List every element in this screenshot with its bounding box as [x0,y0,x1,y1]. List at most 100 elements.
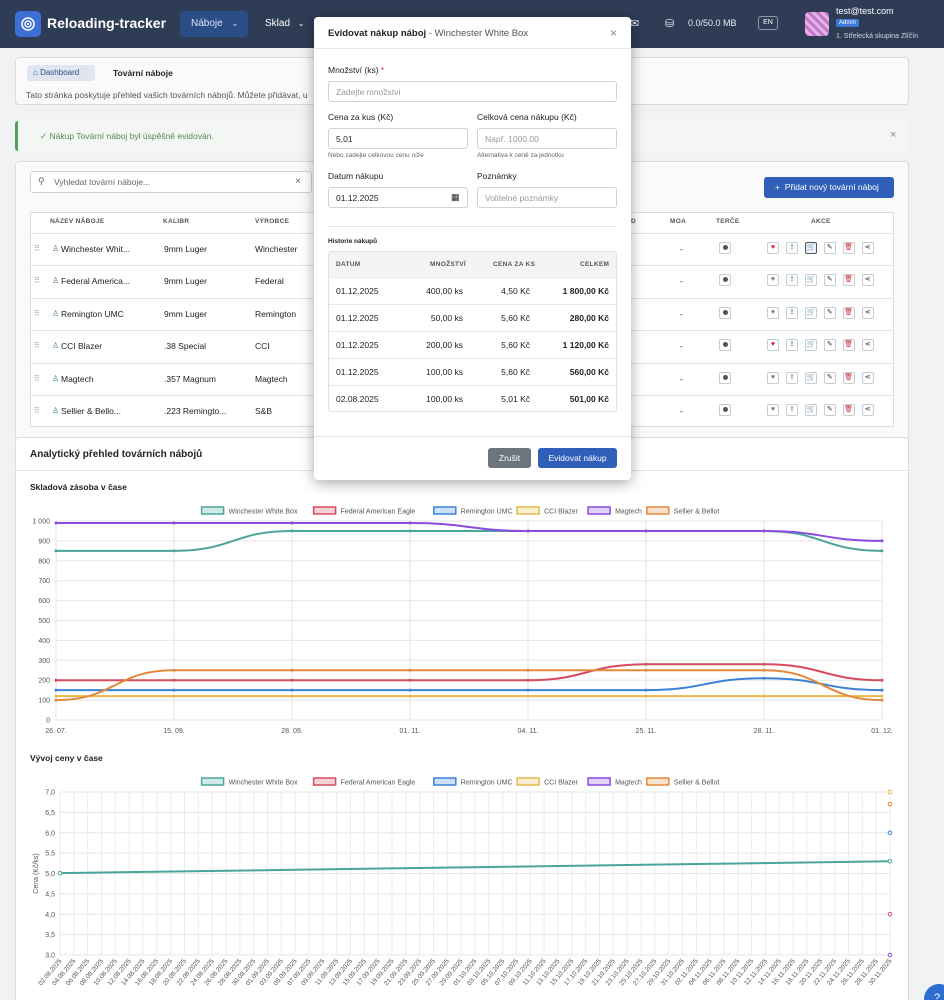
drag-handle-icon: ⠿ [34,244,40,253]
delete-icon[interactable]: 🗑 [842,371,855,384]
legend-label: Sellier & Bellot [674,509,720,516]
history-row [329,385,616,412]
cancel-button[interactable]: Zrušit [488,448,531,468]
legend-swatch [433,506,457,515]
user-email[interactable]: test@test.com [836,6,894,16]
purchase-icon[interactable]: 🛒 [804,371,817,384]
edit-icon[interactable]: ✎ [823,404,836,416]
breadcrumb-current: Tovární náboje [113,68,173,78]
price-input[interactable]: 5,01 [328,128,468,149]
restock-icon[interactable]: ⇪ [785,306,798,319]
search-placeholder: Vyhledat tovární náboje... [54,177,151,187]
purchase-icon[interactable]: 🛒 [804,274,817,287]
ammo-icon: ♙ [52,244,60,253]
edit-icon[interactable]: ✎ [823,339,836,352]
history-th-total: CELKEM [580,261,610,268]
data-point [54,698,58,702]
purchase-icon[interactable]: 🛒 [804,242,817,254]
th-moa[interactable]: MOA [670,218,687,225]
search-input[interactable] [30,171,312,193]
favorite-icon[interactable]: ♥ [767,339,779,352]
ammo-maker: S&B [255,406,273,416]
restock-icon[interactable]: ⇪ [785,339,798,352]
calendar-icon[interactable]: ▦ [451,192,460,202]
submit-purchase-button[interactable]: Evidovat nákup [538,448,617,468]
data-point [408,529,412,533]
nav-item-naboje[interactable]: Náboje ⌄ [180,11,248,37]
targets-button[interactable] [719,404,731,416]
history-date: 01.12.2025 [336,313,379,323]
targets-button[interactable] [719,339,731,352]
mail-icon[interactable]: ✉ [630,18,640,30]
restock-icon[interactable]: ⇪ [785,242,798,254]
restock-icon[interactable]: ⇪ [785,274,798,287]
restock-icon[interactable]: ⇪ [785,404,798,416]
favorite-icon[interactable]: ♥ [767,371,779,384]
delete-icon[interactable]: 🗑 [842,339,855,352]
close-icon[interactable]: × [610,26,618,40]
purchase-icon[interactable]: 🛒 [804,306,817,319]
edit-icon[interactable]: ✎ [823,242,836,254]
data-point [290,521,294,525]
legend-swatch [646,777,670,786]
share-icon[interactable]: ⋖ [861,371,874,384]
th-d[interactable]: D [631,218,636,225]
history-price: 4,50 Kč [501,286,530,296]
targets-button[interactable] [719,371,731,384]
th-caliber[interactable]: KALIBR [163,218,190,225]
notes-input[interactable]: Volitelné poznámky [477,187,617,208]
ammo-icon: ♙ [52,276,60,286]
total-input[interactable]: Např. 1000.00 [477,128,617,149]
y-tick-label: 4,5 [45,891,55,898]
purchase-icon[interactable]: 🛒 [804,404,817,416]
favorite-icon[interactable]: ♥ [767,274,779,287]
nav-label: Náboje [191,18,223,29]
close-icon[interactable]: × [890,129,897,141]
favorite-icon[interactable]: ♥ [767,404,779,416]
language-switch[interactable]: EN [758,16,778,30]
date-input[interactable]: 01.12.2025 [328,187,468,208]
targets-button[interactable] [719,274,731,287]
app-logo-icon[interactable] [15,11,41,37]
nav-item-sklad[interactable]: Sklad ⌄ [265,18,305,29]
ammo-caliber: .223 Remingto... [164,406,227,416]
targets-button[interactable] [719,306,731,319]
y-tick-label: 4,0 [45,912,55,919]
clear-search-icon[interactable]: × [295,176,301,187]
delete-icon[interactable]: 🗑 [842,274,855,287]
th-name[interactable]: NÁZEV NÁBOJE [50,218,105,225]
edit-icon[interactable]: ✎ [823,274,836,287]
share-icon[interactable]: ⋖ [861,274,874,287]
edit-icon[interactable]: ✎ [823,371,836,384]
restock-icon[interactable]: ⇪ [785,371,798,384]
qty-input[interactable]: Zadejte množství [328,81,617,102]
share-icon[interactable]: ⋖ [861,306,874,319]
favorite-icon[interactable]: ♥ [767,242,779,254]
delete-icon[interactable]: 🗑 [842,306,855,319]
purchase-icon[interactable]: 🛒 [804,339,817,352]
help-button[interactable]: ? [924,984,944,1000]
th-actions: AKCE [811,218,831,225]
data-point [887,801,893,807]
data-point [644,529,648,533]
delete-icon[interactable]: 🗑 [842,404,855,416]
breadcrumb-dashboard[interactable]: ⌂ Dashboard [27,65,95,81]
favorite-icon[interactable]: ♥ [767,306,779,319]
ammo-icon: ♙ [52,406,60,415]
data-point [408,678,412,682]
delete-icon[interactable]: 🗑 [842,242,855,254]
share-icon[interactable]: ⋖ [861,242,874,254]
share-icon[interactable]: ⋖ [861,339,874,352]
avatar[interactable] [805,12,829,36]
search-icon: ⚲ [38,176,45,186]
ammo-name: Magtech [61,373,94,384]
th-maker[interactable]: VÝROBCE [255,218,290,225]
legend-swatch [516,777,540,786]
legend-swatch [312,777,337,786]
targets-button[interactable] [719,242,731,254]
share-icon[interactable]: ⋖ [861,404,874,416]
add-ammo-button[interactable]: + Přidat nový tovární náboj [764,177,894,198]
app-title[interactable]: Reloading-tracker [47,15,167,31]
total-label: Celková cena nákupu (Kč) [477,112,577,122]
edit-icon[interactable]: ✎ [823,306,836,319]
